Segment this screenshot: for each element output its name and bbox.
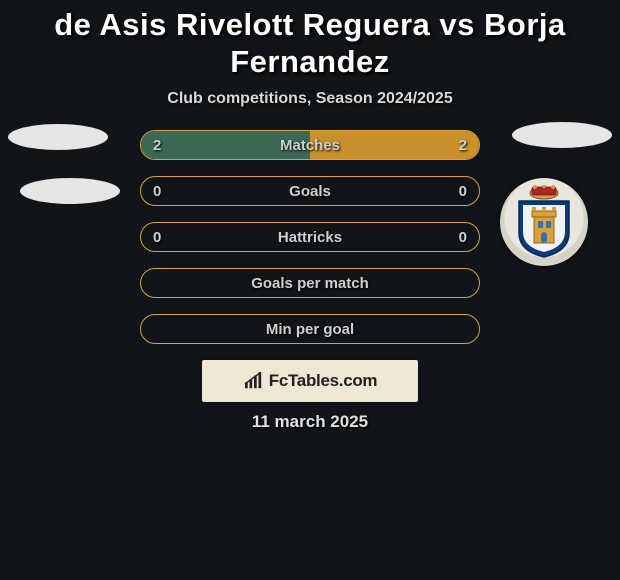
stat-left-value: 0 — [153, 223, 161, 251]
stat-bar-left — [141, 131, 310, 159]
stat-label: Goals — [141, 177, 479, 205]
subtitle: Club competitions, Season 2024/2025 — [0, 90, 620, 108]
stat-bar-right — [310, 131, 479, 159]
stat-right-value: 0 — [459, 177, 467, 205]
stat-row-goals-per-match: Goals per match — [140, 268, 480, 298]
stat-right-value: 0 — [459, 223, 467, 251]
stat-row-hattricks: 0 0Hattricks — [140, 222, 480, 252]
watermark-icon — [243, 372, 265, 390]
watermark: FcTables.com — [202, 360, 418, 402]
stat-left-value: 0 — [153, 177, 161, 205]
stat-row-goals: 0 0Goals — [140, 176, 480, 206]
stat-label: Hattricks — [141, 223, 479, 251]
date-label: 11 march 2025 — [0, 412, 620, 432]
stat-label: Goals per match — [141, 269, 479, 297]
stats-area: 22Matches00Goals00HattricksGoals per mat… — [0, 130, 620, 344]
watermark-text: FcTables.com — [269, 371, 378, 391]
stat-row-matches: 22Matches — [140, 130, 480, 160]
stat-row-min-per-goal: Min per goal — [140, 314, 480, 344]
stat-label: Min per goal — [141, 315, 479, 343]
page-title: de Asis Rivelott Reguera vs Borja Fernan… — [0, 2, 620, 90]
